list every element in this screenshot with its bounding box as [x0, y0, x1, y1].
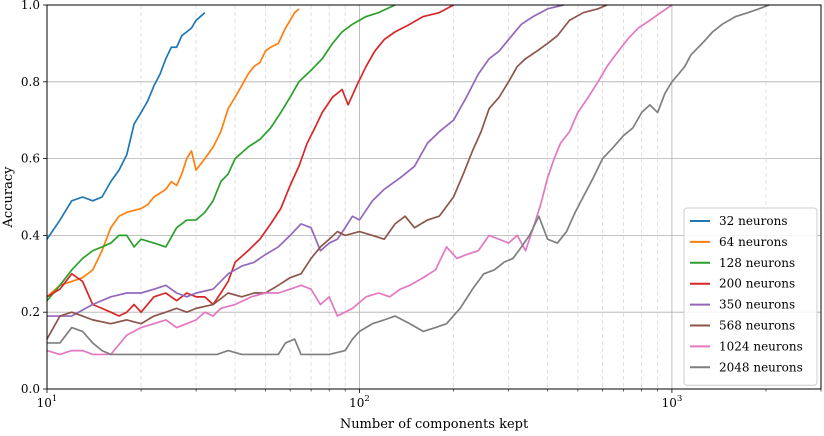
- series-line-4: [47, 4, 564, 317]
- series-line-1: [46, 8, 300, 298]
- series-line-6: [46, 4, 673, 356]
- y-tick-label: 0.6: [21, 152, 40, 166]
- y-tick-label: 0.4: [21, 228, 40, 242]
- series-line-5: [46, 4, 608, 340]
- legend-label: 200 neurons: [719, 277, 795, 291]
- series-lines: [46, 4, 770, 356]
- x-axis-label: Number of components kept: [340, 417, 529, 432]
- legend-label: 2048 neurons: [719, 360, 803, 374]
- y-tick-label: 0.2: [21, 305, 40, 319]
- series-line-7: [47, 4, 770, 356]
- x-tick-label: 102: [349, 394, 370, 410]
- series-line-0: [46, 12, 206, 240]
- legend-label: 568 neurons: [719, 319, 795, 333]
- series-line-3: [46, 4, 454, 317]
- series-line-2: [46, 4, 396, 302]
- y-tick-label: 0.0: [21, 382, 40, 396]
- legend-label: 32 neurons: [719, 214, 788, 228]
- legend-box: [683, 207, 818, 386]
- legend-label: 128 neurons: [719, 256, 795, 270]
- y-tick-label: 1.0: [21, 0, 40, 12]
- legend: 32 neurons 64 neurons 128 neurons 200 neuro…: [683, 207, 818, 386]
- legend-label: 1024 neurons: [719, 339, 803, 353]
- legend-label: 64 neurons: [719, 235, 788, 249]
- plot-frame: [46, 4, 822, 390]
- y-tick-label: 0.8: [21, 75, 40, 89]
- axis-ticks: 101 102 103 0.0 0.2 0.4 0.6 0.8 1.0: [21, 0, 822, 410]
- x-tick-label: 101: [37, 394, 58, 410]
- y-axis-label: Accuracy: [1, 166, 16, 229]
- x-tick-label: 103: [662, 394, 683, 410]
- legend-label: 350 neurons: [719, 298, 795, 312]
